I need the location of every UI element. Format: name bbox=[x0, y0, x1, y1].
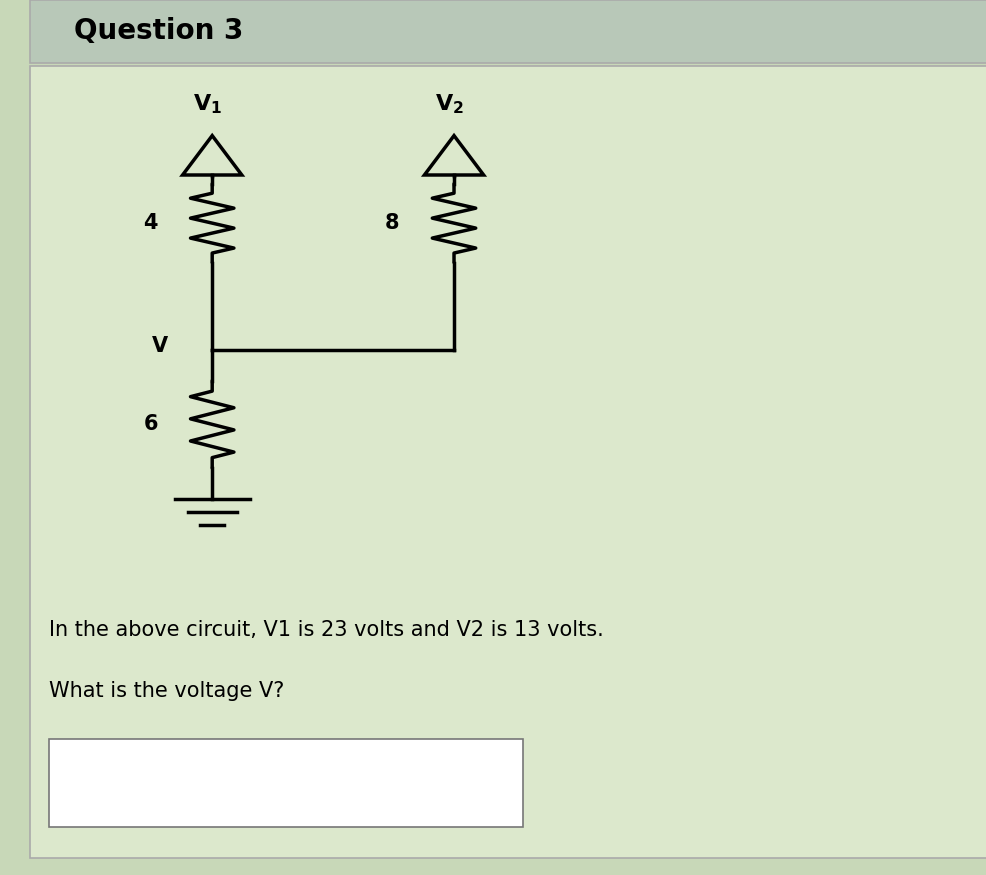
Text: 6: 6 bbox=[143, 415, 158, 434]
Text: $\mathbf{V_2}$: $\mathbf{V_2}$ bbox=[434, 93, 463, 116]
Text: 8: 8 bbox=[385, 214, 399, 233]
Text: V: V bbox=[152, 336, 168, 355]
Bar bbox=[49, 739, 523, 827]
Text: $\mathbf{V_1}$: $\mathbf{V_1}$ bbox=[192, 93, 222, 116]
Text: Question 3: Question 3 bbox=[74, 18, 244, 46]
Text: In the above circuit, V1 is 23 volts and V2 is 13 volts.: In the above circuit, V1 is 23 volts and… bbox=[49, 620, 603, 640]
Text: 4: 4 bbox=[143, 214, 158, 233]
Bar bbox=[30, 0, 986, 63]
Text: What is the voltage V?: What is the voltage V? bbox=[49, 682, 284, 701]
